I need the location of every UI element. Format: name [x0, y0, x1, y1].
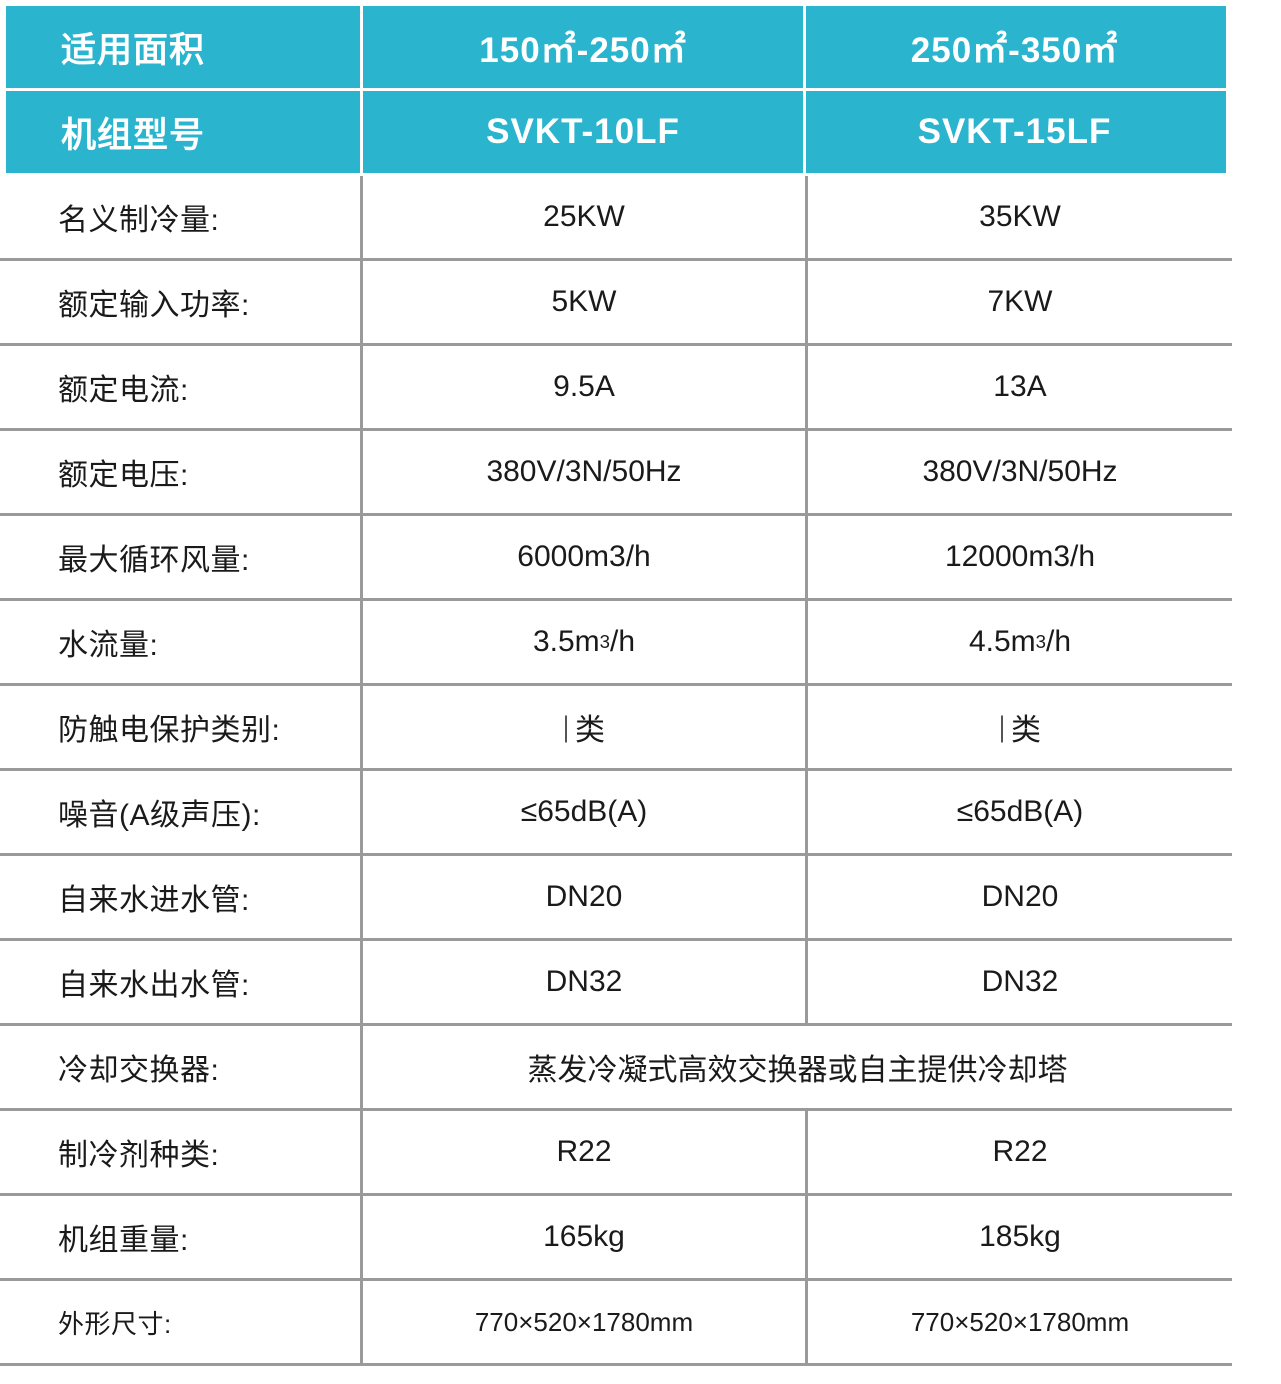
row-value-col1: 9.5A [360, 346, 805, 428]
row-label: 额定电流: [58, 374, 189, 407]
table-header: 适用面积 150㎡-250㎡ 250㎡-350㎡ 机组型号 SVKT-10LF … [6, 6, 1226, 173]
table-row: 水流量: 3.5m 3/h 4.5m 3/h [0, 601, 1232, 686]
row-label: 最大循环风量: [58, 544, 250, 577]
row-value-col1: | 类 [360, 686, 805, 768]
table-row: 额定输入功率: 5KW 7KW [0, 261, 1232, 346]
table-row: 防触电保护类别: | 类 | 类 [0, 686, 1232, 771]
row-label: 制冷剂种类: [58, 1139, 220, 1172]
header-label-applicable-area: 适用面积 [61, 30, 206, 70]
table-row: 额定电流: 9.5A 13A [0, 346, 1232, 431]
row-value-col1: 165kg [360, 1196, 805, 1278]
table-row: 噪音(A级声压): ≤65dB(A) ≤65dB(A) [0, 771, 1232, 856]
header-value-applicable-area-col2: 250㎡-350㎡ [803, 6, 1223, 88]
row-value-col2: 35KW [805, 176, 1232, 258]
row-label: 自来水进水管: [58, 884, 250, 917]
row-label: 额定输入功率: [58, 289, 250, 322]
row-value-col1: 380V/3N/50Hz [360, 431, 805, 513]
row-value-col1: ≤65dB(A) [360, 771, 805, 853]
header-value-applicable-area-col1: 150㎡-250㎡ [360, 6, 803, 88]
row-label: 外形尺寸: [58, 1308, 172, 1339]
row-value-col1: R22 [360, 1111, 805, 1193]
table-row: 额定电压: 380V/3N/50Hz 380V/3N/50Hz [0, 431, 1232, 516]
row-value-col1: 3.5m 3/h [360, 601, 805, 683]
table-row: 外形尺寸: 770×520×1780mm 770×520×1780mm [0, 1281, 1232, 1366]
row-value-col1: DN20 [360, 856, 805, 938]
row-value-col2: ≤65dB(A) [805, 771, 1232, 853]
header-value-model-col2: SVKT-15LF [803, 91, 1223, 173]
row-label: 防触电保护类别: [58, 714, 281, 747]
header-row-applicable-area: 适用面积 150㎡-250㎡ 250㎡-350㎡ [6, 6, 1226, 88]
table-row: 自来水进水管: DN20 DN20 [0, 856, 1232, 941]
row-value-col2: 4.5m 3/h [805, 601, 1232, 683]
row-value-col2: DN32 [805, 941, 1232, 1023]
row-value-col2: 7KW [805, 261, 1232, 343]
row-value-col2: 185kg [805, 1196, 1232, 1278]
row-value-col2: | 类 [805, 686, 1232, 768]
row-value-col1: 25KW [360, 176, 805, 258]
table-row: 名义制冷量: 25KW 35KW [0, 176, 1232, 261]
row-value-merged: 蒸发冷凝式高效交换器或自主提供冷却塔 [360, 1026, 1232, 1108]
row-value-col1: 6000m3/h [360, 516, 805, 598]
row-label: 机组重量: [58, 1224, 189, 1257]
table-row: 最大循环风量: 6000m3/h 12000m3/h [0, 516, 1232, 601]
row-value-col1: DN32 [360, 941, 805, 1023]
row-value-col2: 12000m3/h [805, 516, 1232, 598]
row-value-col2: 13A [805, 346, 1232, 428]
row-label: 噪音(A级声压): [58, 799, 261, 832]
table-body: 名义制冷量: 25KW 35KW 额定输入功率: 5KW 7KW 额定电流: 9.5A 13A 额… [0, 176, 1232, 1366]
row-value-col2: 770×520×1780mm [805, 1281, 1232, 1363]
row-value-col2: DN20 [805, 856, 1232, 938]
row-value-col2: 380V/3N/50Hz [805, 431, 1232, 513]
table-row: 自来水出水管: DN32 DN32 [0, 941, 1232, 1026]
row-value-col1: 770×520×1780mm [360, 1281, 805, 1363]
row-value-col2: R22 [805, 1111, 1232, 1193]
table-row: 制冷剂种类: R22 R22 [0, 1111, 1232, 1196]
header-row-model: 机组型号 SVKT-10LF SVKT-15LF [6, 88, 1226, 173]
row-label: 冷却交换器: [58, 1054, 220, 1087]
row-label: 名义制冷量: [58, 204, 220, 237]
table-row: 冷却交换器: 蒸发冷凝式高效交换器或自主提供冷却塔 [0, 1026, 1232, 1111]
header-value-model-col1: SVKT-10LF [360, 91, 803, 173]
row-label: 额定电压: [58, 459, 189, 492]
row-label: 水流量: [58, 629, 159, 662]
table-row: 机组重量: 165kg 185kg [0, 1196, 1232, 1281]
header-label-model: 机组型号 [61, 115, 206, 155]
row-value-col1: 5KW [360, 261, 805, 343]
row-label: 自来水出水管: [58, 969, 250, 1002]
